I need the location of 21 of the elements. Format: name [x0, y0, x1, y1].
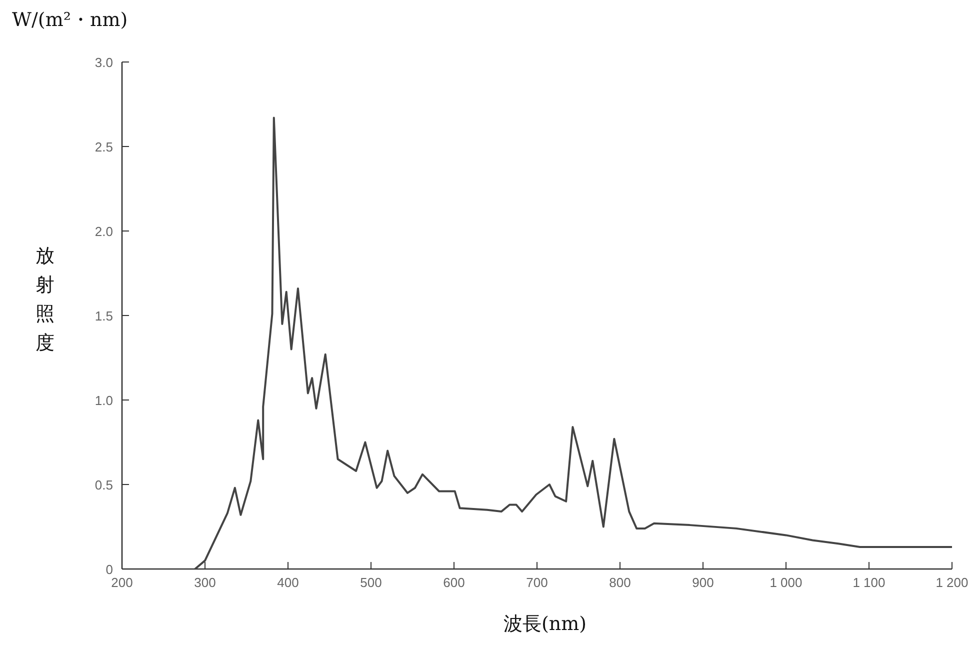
y-tick-label: 1.0 [94, 393, 113, 408]
x-tick-label: 1 000 [770, 575, 802, 590]
x-tick-label: 900 [692, 575, 714, 590]
x-tick-label: 600 [443, 575, 465, 590]
y-tick-label: 3.0 [94, 55, 113, 70]
x-tick-label: 800 [609, 575, 631, 590]
ylabel: 放射照度 [36, 245, 54, 354]
x-tick-label: 1 200 [936, 575, 968, 590]
y-tick-label: 2.5 [94, 140, 113, 154]
text: W/(m²・nm) [12, 9, 128, 31]
x-tick-label: 300 [194, 575, 216, 590]
y-tick-label: 0.5 [94, 478, 113, 492]
y-tick-label: 1.5 [94, 308, 113, 324]
x-axis-title: 波長(nm) [503, 613, 587, 635]
y-tick-label: 0 [106, 562, 113, 577]
x-tick-label: 700 [526, 575, 548, 590]
x-tick-label: 400 [277, 575, 299, 590]
y-tick-label: 2.0 [94, 224, 113, 239]
x-tick-label: 1 100 [852, 575, 886, 590]
x-tick-label: 500 [360, 575, 382, 590]
x-tick-label: 200 [111, 575, 133, 590]
